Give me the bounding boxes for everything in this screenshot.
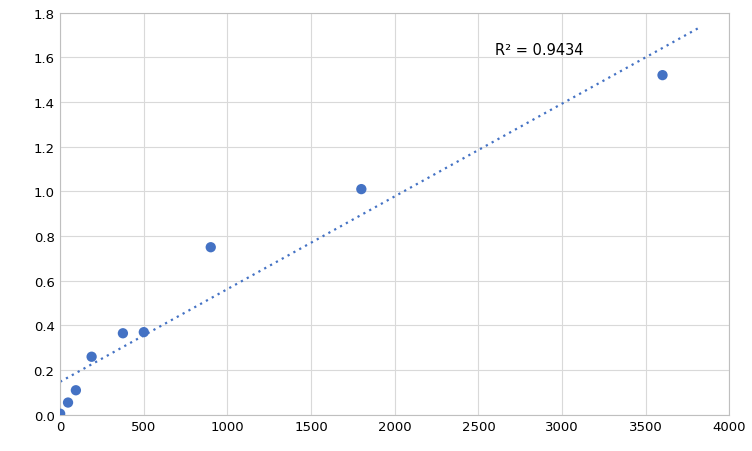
Point [138,329,150,336]
Point [205,244,217,251]
Point [355,186,367,193]
Point [86,353,98,360]
Point [117,330,129,337]
Point [70,387,82,394]
Point [54,410,66,418]
Point [62,399,74,406]
Text: R² = 0.9434: R² = 0.9434 [495,42,584,57]
Point [656,72,669,79]
